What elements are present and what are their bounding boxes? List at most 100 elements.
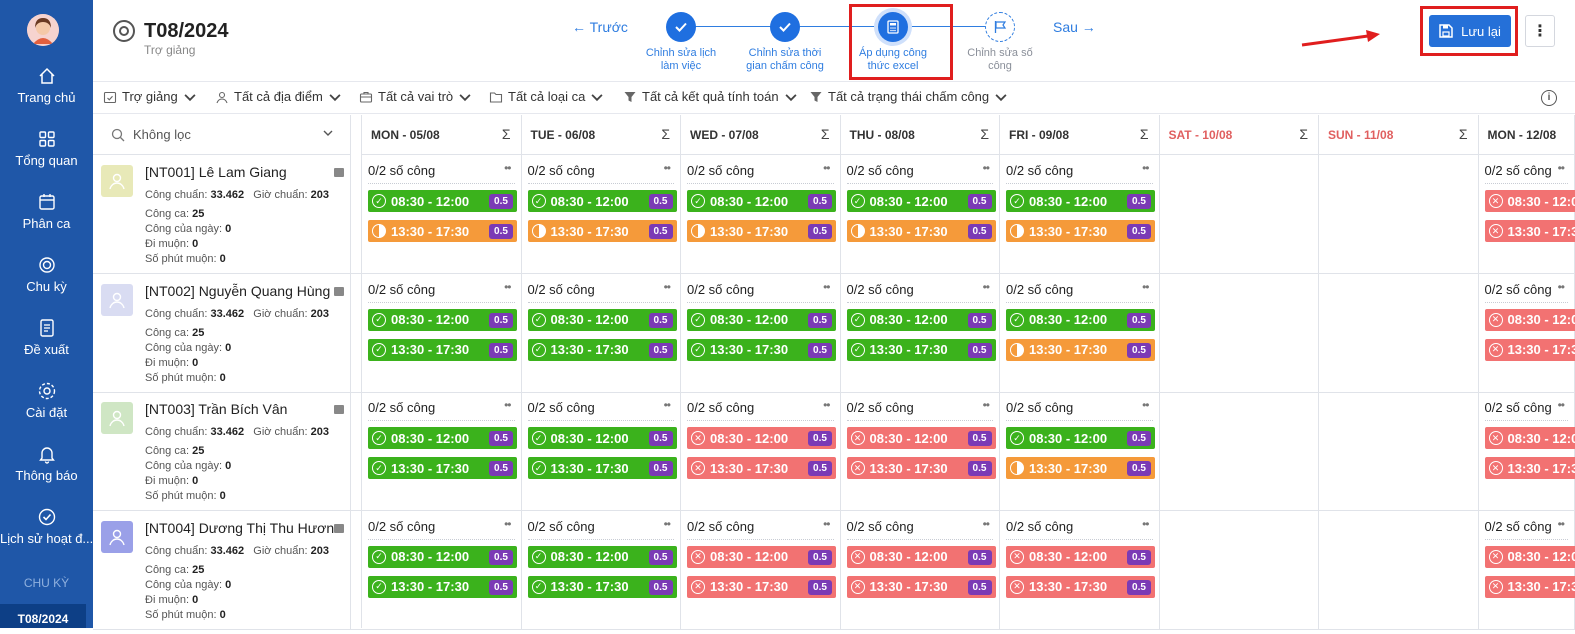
day-cell[interactable]: 0/2 số công••✕08:30 - 12:000.5✕13:30 - 1… <box>1479 392 1575 510</box>
filter-dropdown-1[interactable]: Tất cả địa điểm <box>215 89 342 104</box>
day-cell[interactable] <box>1319 511 1479 629</box>
cell-menu-icon[interactable]: •• <box>504 398 510 412</box>
day-cell[interactable] <box>1160 274 1320 392</box>
cell-menu-icon[interactable]: •• <box>823 161 829 175</box>
sidebar-item-6[interactable]: Thông báo <box>0 444 93 500</box>
day-cell[interactable] <box>1319 392 1479 510</box>
cell-menu-icon[interactable]: •• <box>504 280 510 294</box>
day-cell[interactable] <box>1319 274 1479 392</box>
sum-icon[interactable]: Σ <box>1459 126 1468 142</box>
cell-menu-icon[interactable]: •• <box>1558 161 1564 175</box>
sidebar-item-1[interactable]: Tổng quan <box>0 129 93 185</box>
day-cell[interactable] <box>1160 511 1320 629</box>
day-cell[interactable] <box>1160 155 1320 273</box>
sum-icon[interactable]: Σ <box>502 126 511 142</box>
save-button[interactable]: Lưu lại <box>1429 15 1511 47</box>
employee-name[interactable]: [NT002] Nguyễn Quang Hùng <box>145 283 335 299</box>
shift-block[interactable]: ✕13:30 - 17:300.5 <box>1485 457 1575 479</box>
filter-dropdown-5[interactable]: Tất cả trạng thái chấm công <box>809 89 1008 104</box>
sidebar-item-2[interactable]: Phân ca <box>0 192 93 248</box>
cell-menu-icon[interactable]: •• <box>823 280 829 294</box>
cell-menu-icon[interactable]: •• <box>664 517 670 531</box>
cell-menu-icon[interactable]: •• <box>1142 517 1148 531</box>
cell-menu-icon[interactable]: •• <box>1558 280 1564 294</box>
cell-menu-icon[interactable]: •• <box>1142 398 1148 412</box>
cell-menu-icon[interactable]: •• <box>664 398 670 412</box>
shift-block[interactable]: ✕13:30 - 17:300.5 <box>1485 339 1575 361</box>
more-options-button[interactable]: ⋮ <box>1525 15 1555 47</box>
day-cell[interactable] <box>1319 155 1479 273</box>
sidebar-period-item[interactable]: T08/2024 <box>0 604 86 628</box>
filter-dropdown-3[interactable]: Tất cả loại ca <box>489 89 604 104</box>
message-icon[interactable] <box>334 405 344 414</box>
cell-menu-icon[interactable]: •• <box>983 161 989 175</box>
cell-menu-icon[interactable]: •• <box>983 398 989 412</box>
cell-menu-icon[interactable]: •• <box>1142 280 1148 294</box>
shift-block[interactable]: ✕08:30 - 12:000.5 <box>1485 427 1575 449</box>
shift-block[interactable]: ✕08:30 - 12:000.5 <box>1485 309 1575 331</box>
sum-icon[interactable]: Σ <box>1299 126 1308 142</box>
cell-menu-icon[interactable]: •• <box>823 517 829 531</box>
cell-menu-icon[interactable]: •• <box>1558 517 1564 531</box>
filter-dropdown-0[interactable]: Trợ giảng <box>103 89 197 104</box>
cell-menu-icon[interactable]: •• <box>983 280 989 294</box>
shift-block[interactable]: ✕13:30 - 17:300.5 <box>1485 576 1575 598</box>
cell-menu-icon[interactable]: •• <box>504 161 510 175</box>
message-icon[interactable] <box>334 287 344 296</box>
filter-dropdown-2[interactable]: Tất cả vai trò <box>359 89 472 104</box>
cell-menu-icon[interactable]: •• <box>664 161 670 175</box>
sidebar-item-5[interactable]: Cài đặt <box>0 381 93 437</box>
cell-menu-icon[interactable]: •• <box>983 517 989 531</box>
cell-menu-icon[interactable]: •• <box>504 517 510 531</box>
sum-icon[interactable]: Σ <box>980 126 989 142</box>
